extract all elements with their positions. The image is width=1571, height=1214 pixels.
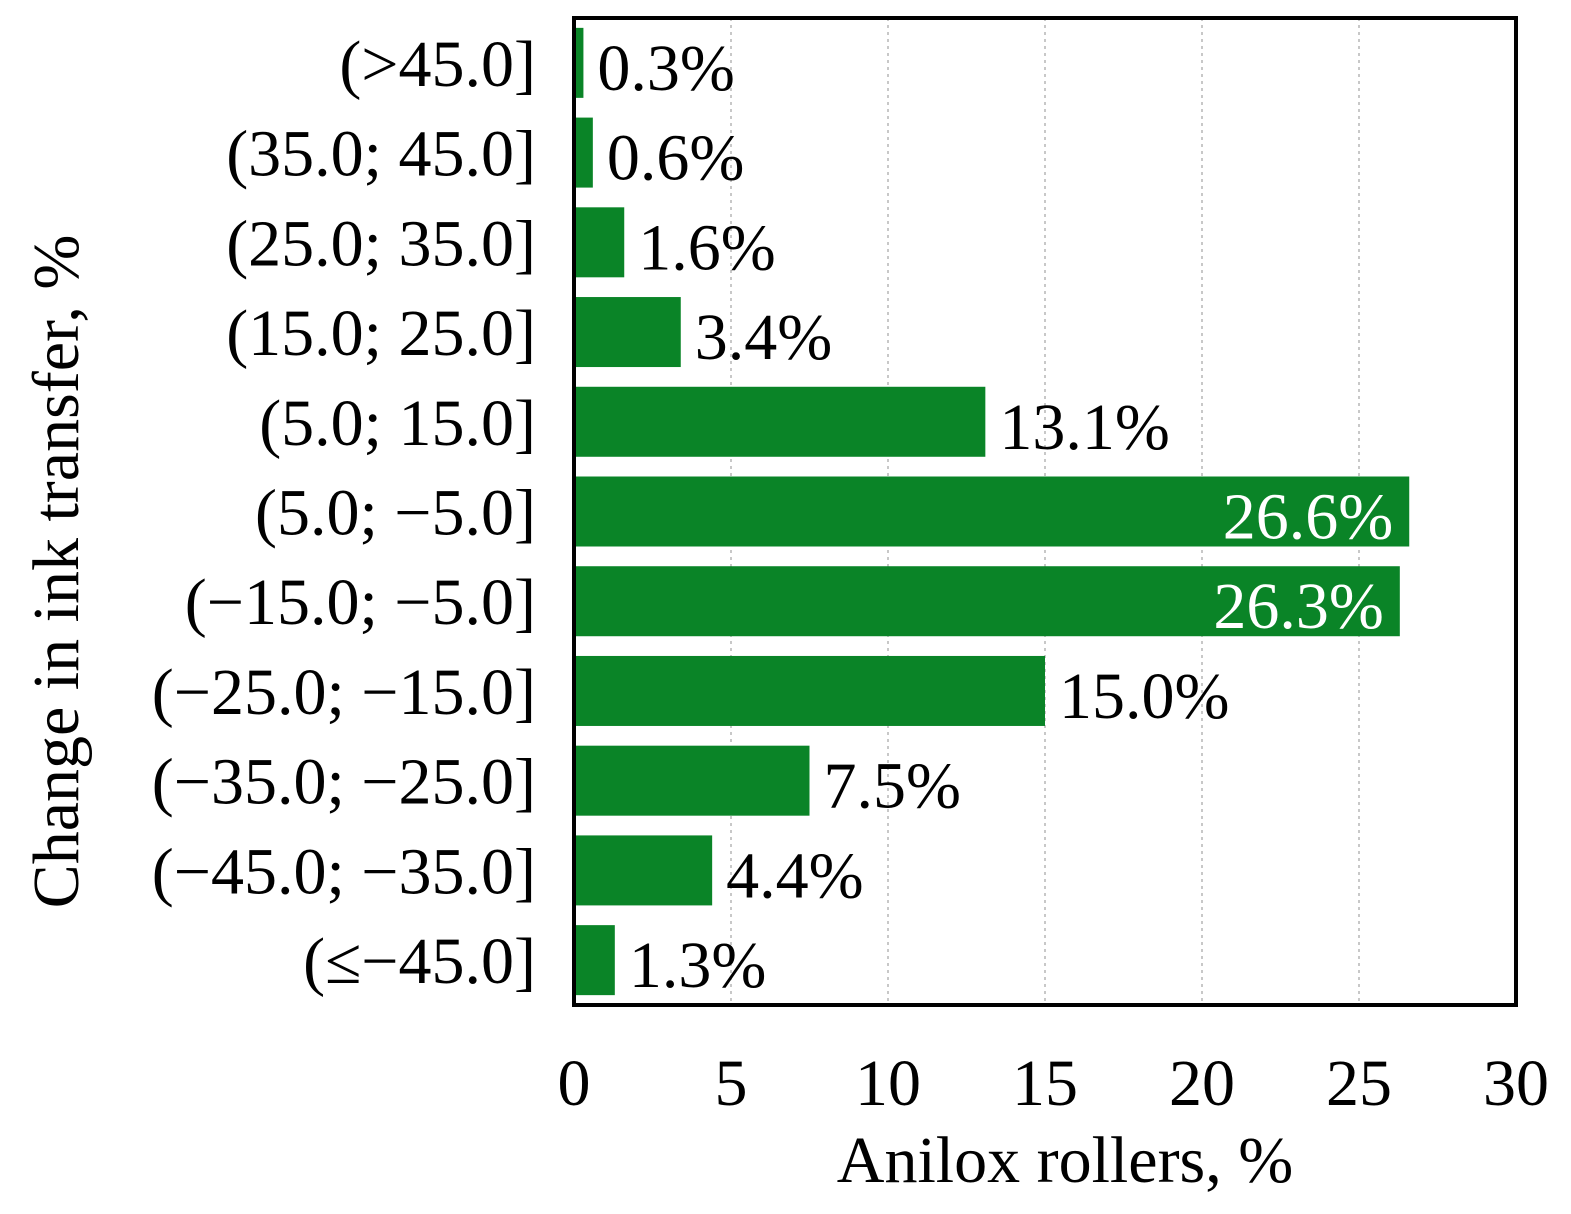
data-label: 13.1% [999,391,1169,464]
bar [574,655,1045,726]
category-label: (−35.0; −25.0] [152,746,536,819]
category-label: (−25.0; −15.0] [152,656,536,729]
category-label: (−45.0; −35.0] [152,835,536,908]
data-label: 1.3% [629,929,766,1002]
data-label: 15.0% [1059,660,1229,733]
category-label: (5.0; −5.0] [255,477,536,550]
bar [574,27,584,98]
data-label: 0.6% [607,122,744,195]
category-labels: (>45.0] (35.0; 45.0] (25.0; 35.0] (15.0; 25… [152,28,536,998]
bar [574,566,1400,637]
bar [574,925,615,996]
category-label: (25.0; 35.0] [226,207,536,280]
x-tick-label: 0 [558,1047,591,1120]
data-label: 26.6% [1223,481,1393,554]
y-axis-label: Change in ink transfer, % [20,235,93,909]
x-tick-label: 15 [1012,1047,1078,1120]
data-label: 7.5% [824,750,961,823]
category-label: (5.0; 15.0] [259,387,536,460]
plot-frame [572,16,1518,1007]
category-label: (15.0; 25.0] [226,297,536,370]
category-label: (35.0; 45.0] [226,118,536,191]
data-label: 0.3% [597,32,734,105]
bar [574,745,810,816]
data-label: 1.6% [638,211,775,284]
x-tick-label: 30 [1483,1047,1549,1120]
x-tick-label: 5 [715,1047,748,1120]
data-label: 3.4% [695,301,832,374]
bar [574,207,625,278]
category-label: (−15.0; −5.0] [185,566,536,639]
bar [574,835,713,906]
data-label: 26.3% [1213,570,1383,643]
category-label: (>45.0] [339,28,536,101]
x-axis-label: Anilox rollers, % [837,1124,1293,1197]
x-tick-label: 10 [855,1047,921,1120]
x-tick-label: 20 [1169,1047,1235,1120]
bar [574,386,986,457]
x-tick-label: 25 [1326,1047,1392,1120]
data-label: 4.4% [726,839,863,912]
category-label: (≤−45.0] [303,925,536,998]
bar [574,476,1410,547]
data-labels: 0.3% 0.6% 1.6% 3.4% 13.1% 26.6% 26.3% 15.0% 7.5%… [597,32,1393,1002]
bars [574,27,1410,996]
bar [574,297,681,368]
bar [574,117,593,188]
x-tick-labels: 0 5 10 15 20 25 30 [558,1047,1550,1120]
